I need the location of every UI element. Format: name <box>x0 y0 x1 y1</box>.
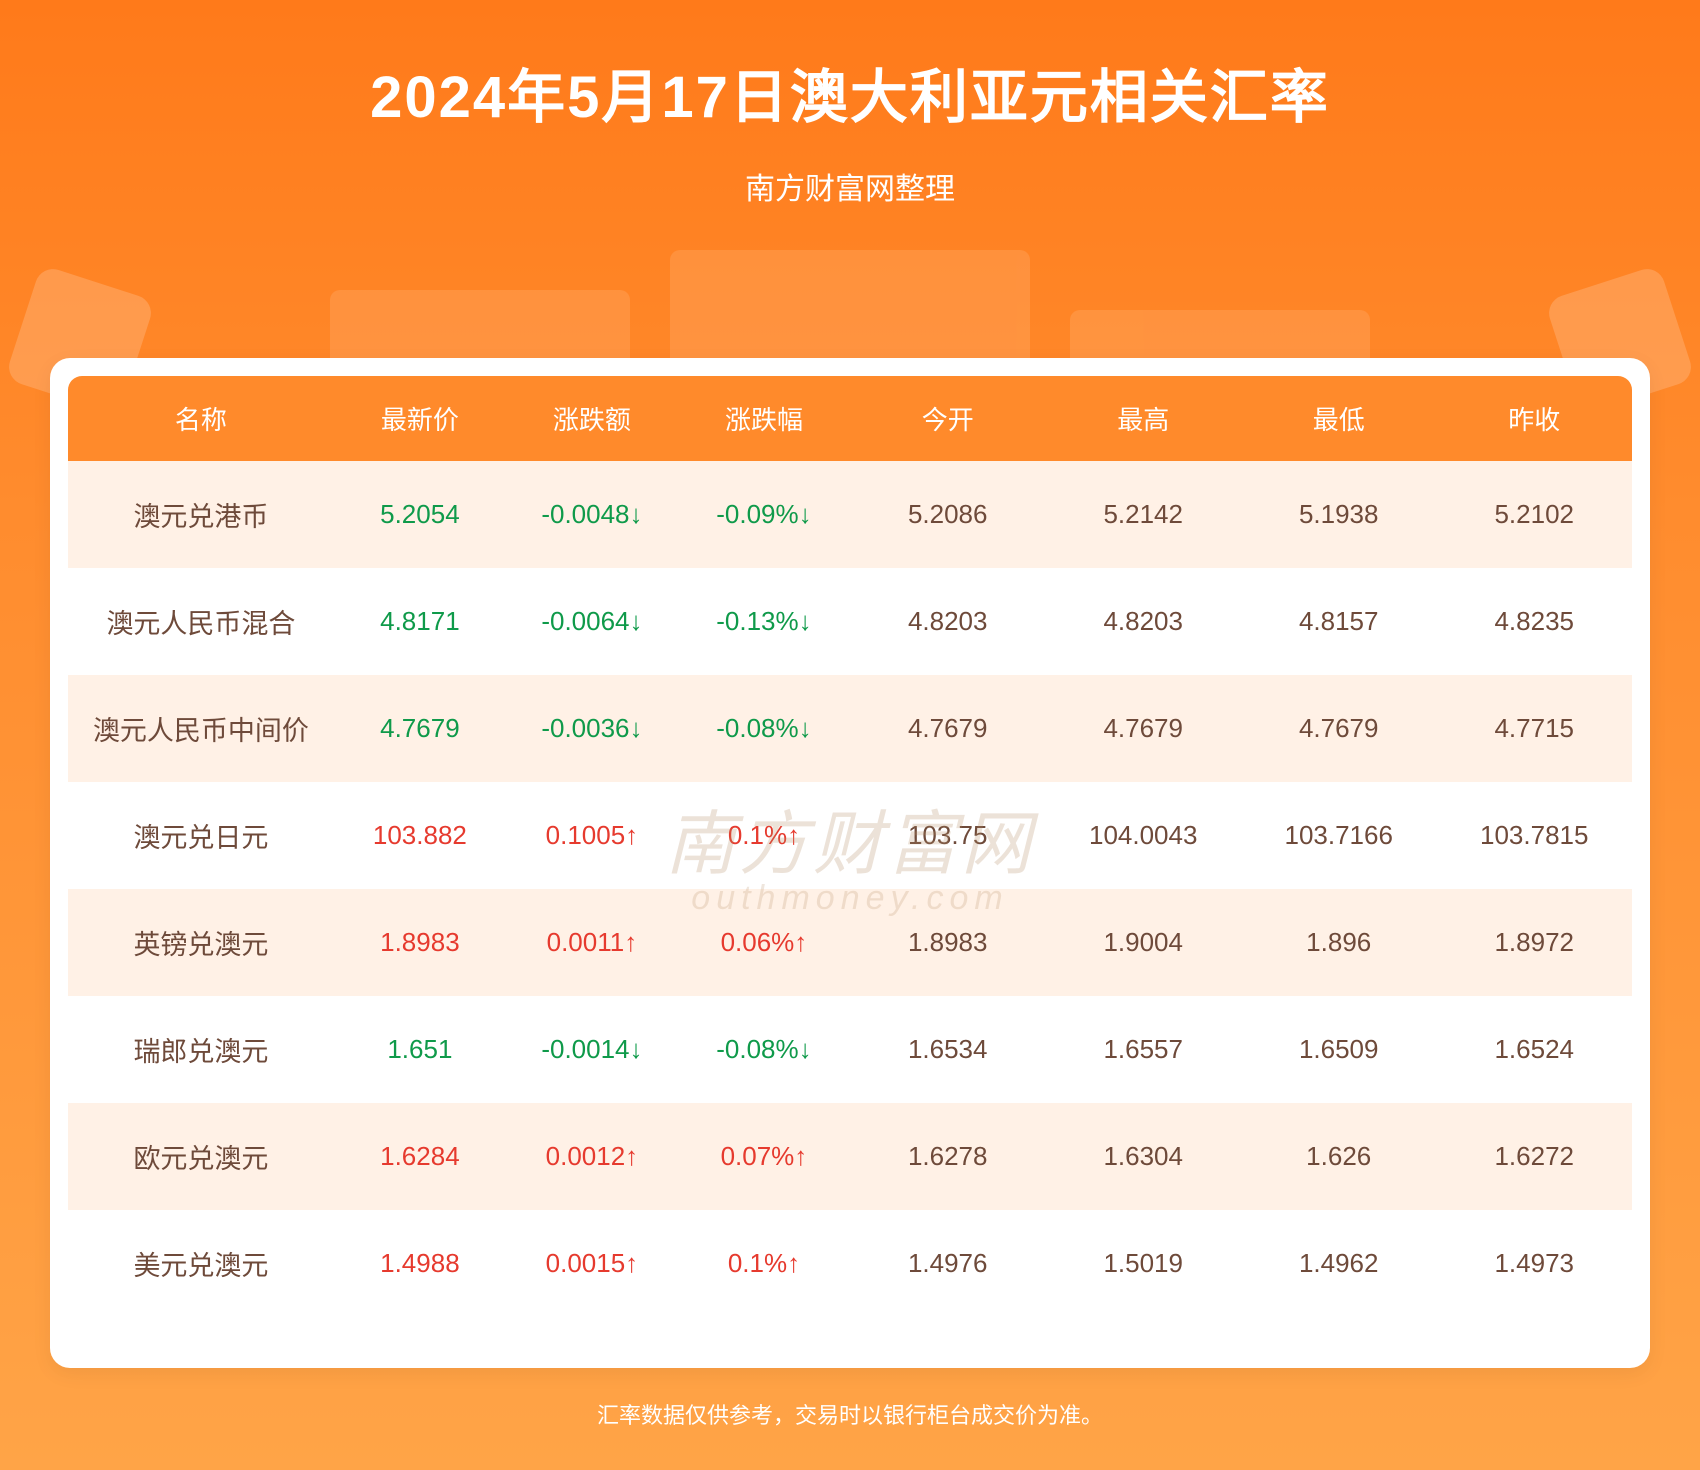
cell-pct: -0.08%↓ <box>678 996 850 1103</box>
cell-change: -0.0014↓ <box>506 996 678 1103</box>
cell-open: 1.6534 <box>850 996 1046 1103</box>
cell-latest: 1.651 <box>334 996 506 1103</box>
cell-open: 1.4976 <box>850 1210 1046 1317</box>
cell-open: 4.8203 <box>850 568 1046 675</box>
cell-latest: 5.2054 <box>334 461 506 568</box>
col-open: 今开 <box>850 376 1046 461</box>
table-row: 澳元兑日元103.8820.1005↑0.1%↑103.75104.004310… <box>68 782 1632 889</box>
cell-prev: 1.6524 <box>1436 996 1632 1103</box>
cell-high: 5.2142 <box>1045 461 1241 568</box>
cell-change: 0.0015↑ <box>506 1210 678 1317</box>
cell-open: 1.6278 <box>850 1103 1046 1210</box>
cell-low: 103.7166 <box>1241 782 1437 889</box>
page-title: 2024年5月17日澳大利亚元相关汇率 <box>50 50 1650 134</box>
cell-high: 104.0043 <box>1045 782 1241 889</box>
cell-latest: 103.882 <box>334 782 506 889</box>
cell-latest: 1.6284 <box>334 1103 506 1210</box>
cell-latest: 4.7679 <box>334 675 506 782</box>
rate-table-body: 澳元兑港币5.2054-0.0048↓-0.09%↓5.20865.21425.… <box>68 461 1632 1317</box>
cell-latest: 4.8171 <box>334 568 506 675</box>
cell-name: 澳元兑港币 <box>68 461 334 568</box>
col-low: 最低 <box>1241 376 1437 461</box>
cell-low: 4.7679 <box>1241 675 1437 782</box>
cell-high: 1.9004 <box>1045 889 1241 996</box>
cell-prev: 4.7715 <box>1436 675 1632 782</box>
cell-high: 1.6557 <box>1045 996 1241 1103</box>
cell-change: 0.0011↑ <box>506 889 678 996</box>
cell-pct: -0.08%↓ <box>678 675 850 782</box>
cell-low: 5.1938 <box>1241 461 1437 568</box>
cell-low: 1.626 <box>1241 1103 1437 1210</box>
col-name: 名称 <box>68 376 334 461</box>
rate-table: 名称 最新价 涨跌额 涨跌幅 今开 最高 最低 昨收 澳元兑港币5.2054-0… <box>68 376 1632 1317</box>
cell-change: 0.1005↑ <box>506 782 678 889</box>
cell-prev: 5.2102 <box>1436 461 1632 568</box>
cell-open: 5.2086 <box>850 461 1046 568</box>
table-row: 瑞郎兑澳元1.651-0.0014↓-0.08%↓1.65341.65571.6… <box>68 996 1632 1103</box>
footnote: 汇率数据仅供参考，交易时以银行柜台成交价为准。 <box>50 1398 1650 1430</box>
table-row: 英镑兑澳元1.89830.0011↑0.06%↑1.89831.90041.89… <box>68 889 1632 996</box>
rate-table-panel: 南方财富网 outhmoney.com 名称 最新价 涨跌额 涨跌幅 今开 最高… <box>50 358 1650 1368</box>
cell-pct: -0.09%↓ <box>678 461 850 568</box>
cell-prev: 1.4973 <box>1436 1210 1632 1317</box>
cell-low: 1.6509 <box>1241 996 1437 1103</box>
cell-open: 4.7679 <box>850 675 1046 782</box>
col-pct: 涨跌幅 <box>678 376 850 461</box>
cell-name: 澳元兑日元 <box>68 782 334 889</box>
cell-low: 4.8157 <box>1241 568 1437 675</box>
cell-low: 1.896 <box>1241 889 1437 996</box>
table-header-row: 名称 最新价 涨跌额 涨跌幅 今开 最高 最低 昨收 <box>68 376 1632 461</box>
cell-prev: 1.6272 <box>1436 1103 1632 1210</box>
cell-high: 1.5019 <box>1045 1210 1241 1317</box>
cell-pct: 0.1%↑ <box>678 1210 850 1317</box>
cell-prev: 103.7815 <box>1436 782 1632 889</box>
cell-high: 4.7679 <box>1045 675 1241 782</box>
table-row: 美元兑澳元1.49880.0015↑0.1%↑1.49761.50191.496… <box>68 1210 1632 1317</box>
cell-pct: 0.06%↑ <box>678 889 850 996</box>
cell-pct: 0.1%↑ <box>678 782 850 889</box>
cell-pct: 0.07%↑ <box>678 1103 850 1210</box>
cell-prev: 4.8235 <box>1436 568 1632 675</box>
cell-latest: 1.4988 <box>334 1210 506 1317</box>
cell-latest: 1.8983 <box>334 889 506 996</box>
cell-name: 欧元兑澳元 <box>68 1103 334 1210</box>
cell-name: 英镑兑澳元 <box>68 889 334 996</box>
cell-pct: -0.13%↓ <box>678 568 850 675</box>
table-row: 澳元人民币中间价4.7679-0.0036↓-0.08%↓4.76794.767… <box>68 675 1632 782</box>
col-prev: 昨收 <box>1436 376 1632 461</box>
cell-name: 澳元人民币中间价 <box>68 675 334 782</box>
cell-name: 澳元人民币混合 <box>68 568 334 675</box>
cell-open: 103.75 <box>850 782 1046 889</box>
cell-high: 1.6304 <box>1045 1103 1241 1210</box>
cell-change: 0.0012↑ <box>506 1103 678 1210</box>
table-row: 澳元人民币混合4.8171-0.0064↓-0.13%↓4.82034.8203… <box>68 568 1632 675</box>
col-latest: 最新价 <box>334 376 506 461</box>
cell-low: 1.4962 <box>1241 1210 1437 1317</box>
cell-open: 1.8983 <box>850 889 1046 996</box>
page-subtitle: 南方财富网整理 <box>50 164 1650 208</box>
col-high: 最高 <box>1045 376 1241 461</box>
cell-change: -0.0048↓ <box>506 461 678 568</box>
cell-prev: 1.8972 <box>1436 889 1632 996</box>
rate-card: 2024年5月17日澳大利亚元相关汇率 南方财富网整理 南方财富网 outhmo… <box>0 0 1700 1470</box>
col-change: 涨跌额 <box>506 376 678 461</box>
cell-change: -0.0036↓ <box>506 675 678 782</box>
cell-name: 瑞郎兑澳元 <box>68 996 334 1103</box>
cell-change: -0.0064↓ <box>506 568 678 675</box>
table-row: 澳元兑港币5.2054-0.0048↓-0.09%↓5.20865.21425.… <box>68 461 1632 568</box>
cell-high: 4.8203 <box>1045 568 1241 675</box>
cell-name: 美元兑澳元 <box>68 1210 334 1317</box>
table-row: 欧元兑澳元1.62840.0012↑0.07%↑1.62781.63041.62… <box>68 1103 1632 1210</box>
